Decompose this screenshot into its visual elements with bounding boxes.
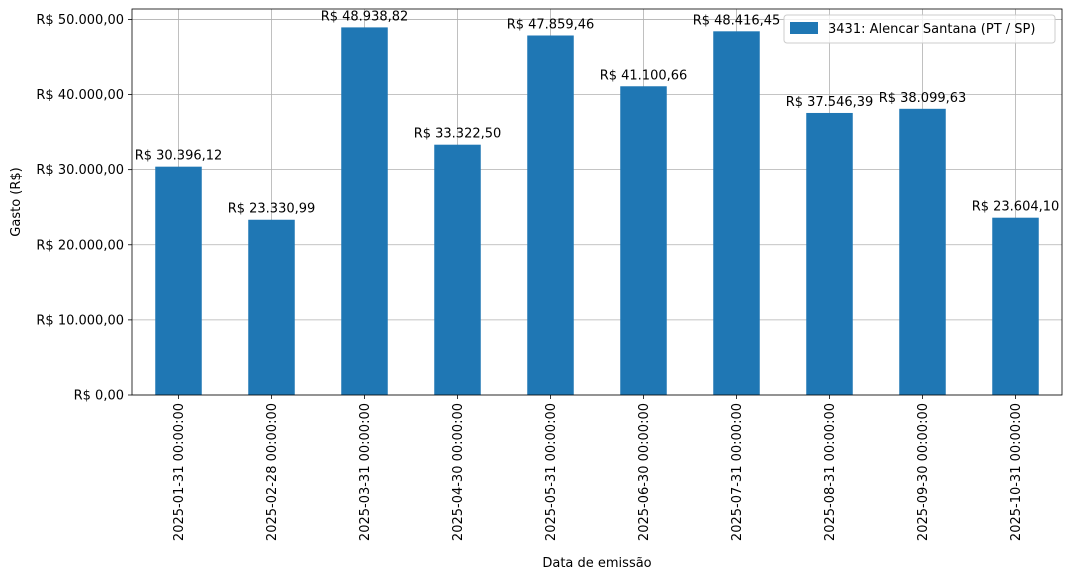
y-tick-label: R$ 40.000,00	[36, 88, 124, 103]
bar	[527, 35, 574, 396]
bar-value-label: R$ 33.322,50	[414, 127, 502, 142]
bar	[434, 144, 481, 395]
bar	[155, 166, 202, 395]
x-tick-label: 2025-05-31 00:00:00	[544, 403, 559, 541]
y-axis-title: Gasto (R$)	[9, 167, 24, 236]
axes-frame	[131, 8, 1063, 396]
x-tick-label: 2025-06-30 00:00:00	[637, 403, 652, 541]
bar-value-label: R$ 23.330,99	[228, 202, 316, 217]
legend-frame	[783, 14, 1056, 44]
bars	[155, 27, 1039, 396]
bar	[713, 31, 760, 396]
bar-value-label: R$ 41.100,66	[600, 68, 688, 83]
x-tick-label: 2025-02-28 00:00:00	[265, 403, 280, 541]
bar	[806, 112, 853, 396]
y-axis-ticks: R$ 0,00 R$ 10.000,00 R$ 20.000,00 R$ 30.000…	[36, 13, 132, 404]
bar-value-label: R$ 23.604,10	[972, 200, 1060, 215]
bar	[992, 217, 1039, 395]
legend-swatch	[790, 22, 818, 34]
y-tick-label: R$ 30.000,00	[36, 163, 124, 178]
y-tick-label: R$ 0,00	[74, 389, 124, 404]
x-axis-title: Data de emissão	[542, 556, 651, 571]
y-tick-label: R$ 20.000,00	[36, 238, 124, 253]
x-tick-label: 2025-07-31 00:00:00	[730, 403, 745, 541]
x-tick-label: 2025-04-30 00:00:00	[451, 403, 466, 541]
legend-label: 3431: Alencar Santana (PT / SP)	[828, 22, 1035, 37]
bar-value-label: R$ 30.396,12	[135, 149, 223, 164]
bar-value-label: R$ 47.859,46	[507, 17, 595, 32]
x-tick-label: 2025-09-30 00:00:00	[916, 403, 931, 541]
x-tick-label: 2025-03-31 00:00:00	[358, 403, 373, 541]
bar	[248, 219, 295, 395]
bar-value-label: R$ 48.938,82	[321, 9, 409, 24]
bar	[620, 86, 667, 395]
y-tick-label: R$ 50.000,00	[36, 13, 124, 28]
data-labels: R$ 30.396,12 R$ 23.330,99 R$ 48.938,82 R$ 3…	[135, 9, 1060, 216]
x-tick-label: 2025-08-31 00:00:00	[823, 403, 838, 541]
x-axis-ticks: 2025-01-31 00:00:00 2025-02-28 00:00:00 20…	[172, 395, 1024, 541]
legend: 3431: Alencar Santana (PT / SP)	[783, 14, 1056, 44]
y-tick-label: R$ 10.000,00	[36, 313, 124, 328]
bar-value-label: R$ 38.099,63	[879, 91, 967, 106]
x-tick-label: 2025-10-31 00:00:00	[1009, 403, 1024, 541]
bar-value-label: R$ 37.546,39	[786, 95, 874, 110]
x-tick-label: 2025-01-31 00:00:00	[172, 403, 187, 541]
bar-value-label: R$ 48.416,45	[693, 13, 781, 28]
axes-spines	[131, 8, 1063, 396]
bar	[341, 27, 388, 396]
bar	[899, 108, 946, 395]
